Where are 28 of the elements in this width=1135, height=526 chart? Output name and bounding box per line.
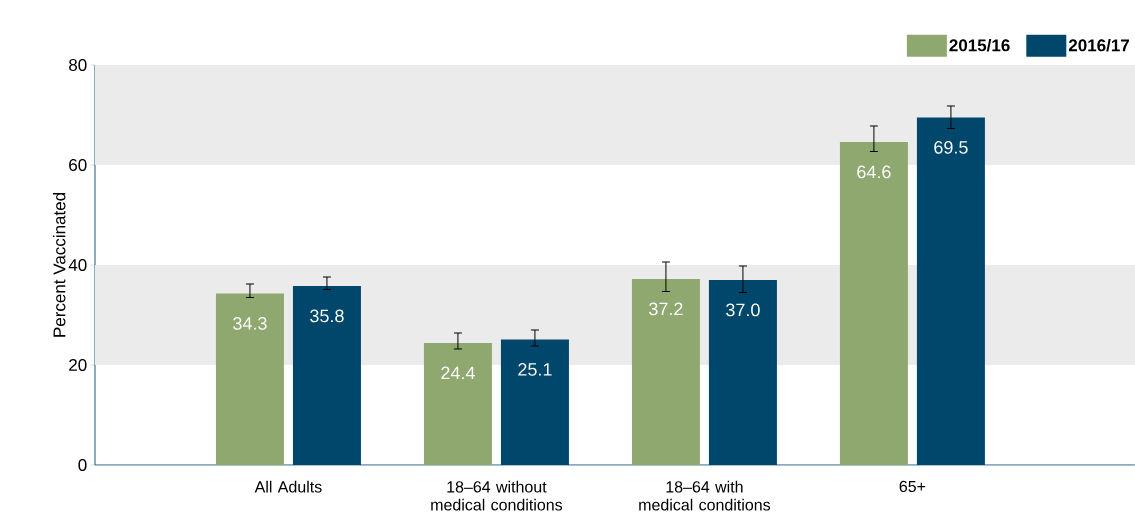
y-tick-label: 80 — [69, 58, 87, 72]
bar — [708, 279, 777, 465]
y-axis-title: Percent Vaccinated — [52, 193, 66, 337]
bar — [631, 278, 700, 465]
legend-label: 2016/17 — [1068, 38, 1129, 52]
x-tick-label: 65+ — [899, 480, 926, 493]
y-tick-label: 0 — [78, 458, 87, 472]
bar — [916, 117, 985, 465]
data-label: 24.4 — [441, 366, 475, 380]
legend-label: 2015/16 — [949, 38, 1010, 52]
x-tick-label: 18–64 with medical conditions — [639, 480, 771, 511]
data-label: 34.3 — [233, 317, 267, 330]
data-label: 35.8 — [310, 309, 344, 323]
x-tick-label: 18–64 without medical conditions — [431, 480, 563, 511]
data-label: 37.0 — [726, 303, 760, 317]
y-tick-label: 20 — [69, 358, 87, 372]
data-label: 64.6 — [857, 165, 891, 179]
y-tick-label: 40 — [68, 258, 87, 272]
y-tick-label: 60 — [69, 158, 87, 172]
data-label: 69.5 — [934, 141, 968, 154]
bar — [839, 141, 908, 465]
data-label: 25.1 — [518, 363, 552, 376]
x-tick-label: All Adults — [254, 480, 322, 493]
bar — [500, 339, 569, 465]
data-label: 37.2 — [649, 302, 683, 316]
bar — [423, 342, 492, 465]
bar — [292, 285, 361, 465]
bar — [215, 293, 284, 465]
